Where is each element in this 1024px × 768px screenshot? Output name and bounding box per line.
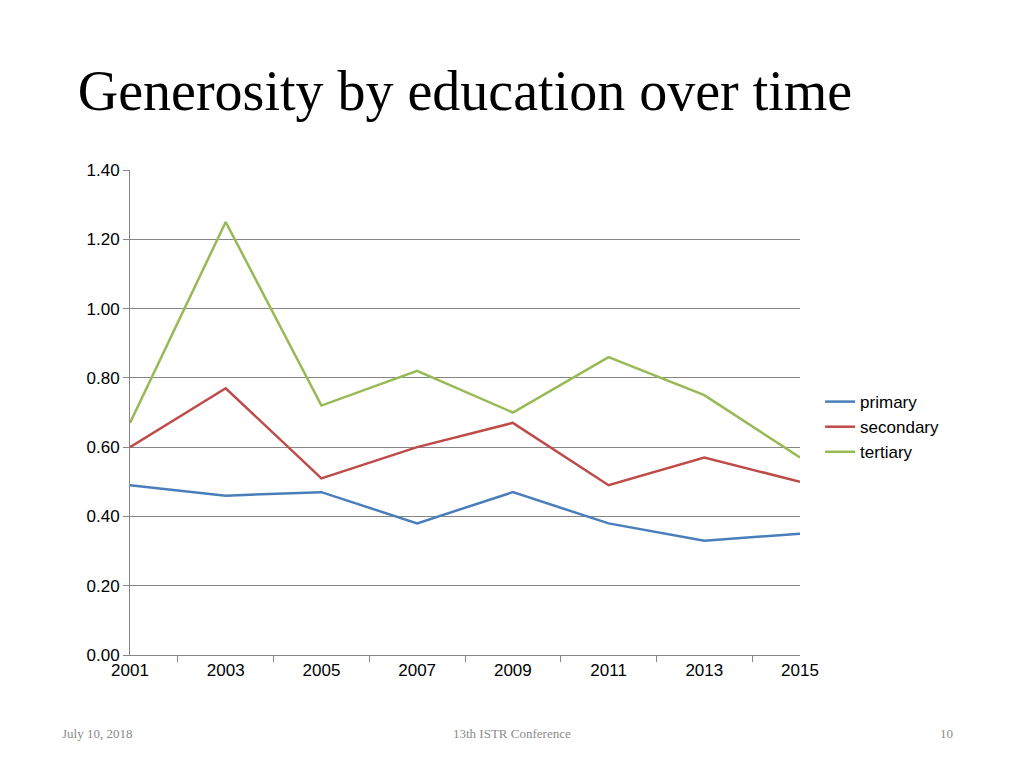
svg-text:0.40: 0.40 [87, 507, 120, 526]
svg-text:0.80: 0.80 [87, 369, 120, 388]
svg-text:1.40: 1.40 [87, 161, 120, 180]
svg-text:0.20: 0.20 [87, 577, 120, 596]
svg-text:10: 10 [940, 726, 953, 741]
svg-text:2011: 2011 [590, 661, 627, 680]
svg-text:2001: 2001 [111, 661, 149, 680]
svg-text:tertiary: tertiary [860, 443, 912, 462]
svg-text:2009: 2009 [494, 661, 532, 680]
svg-text:July 10, 2018: July 10, 2018 [62, 726, 132, 741]
svg-text:secondary: secondary [860, 418, 939, 437]
svg-text:1.20: 1.20 [87, 230, 120, 249]
svg-text:2005: 2005 [303, 661, 341, 680]
svg-text:Generosity by education over t: Generosity by education over time [78, 60, 852, 122]
svg-text:2015: 2015 [781, 661, 819, 680]
svg-text:0.60: 0.60 [87, 438, 120, 457]
svg-text:2013: 2013 [685, 661, 723, 680]
svg-text:2003: 2003 [207, 661, 245, 680]
svg-text:2007: 2007 [398, 661, 436, 680]
svg-text:0.00: 0.00 [87, 646, 120, 665]
svg-text:1.00: 1.00 [87, 300, 120, 319]
svg-text:primary: primary [860, 393, 917, 412]
svg-text:13th ISTR Conference: 13th ISTR Conference [453, 726, 571, 741]
